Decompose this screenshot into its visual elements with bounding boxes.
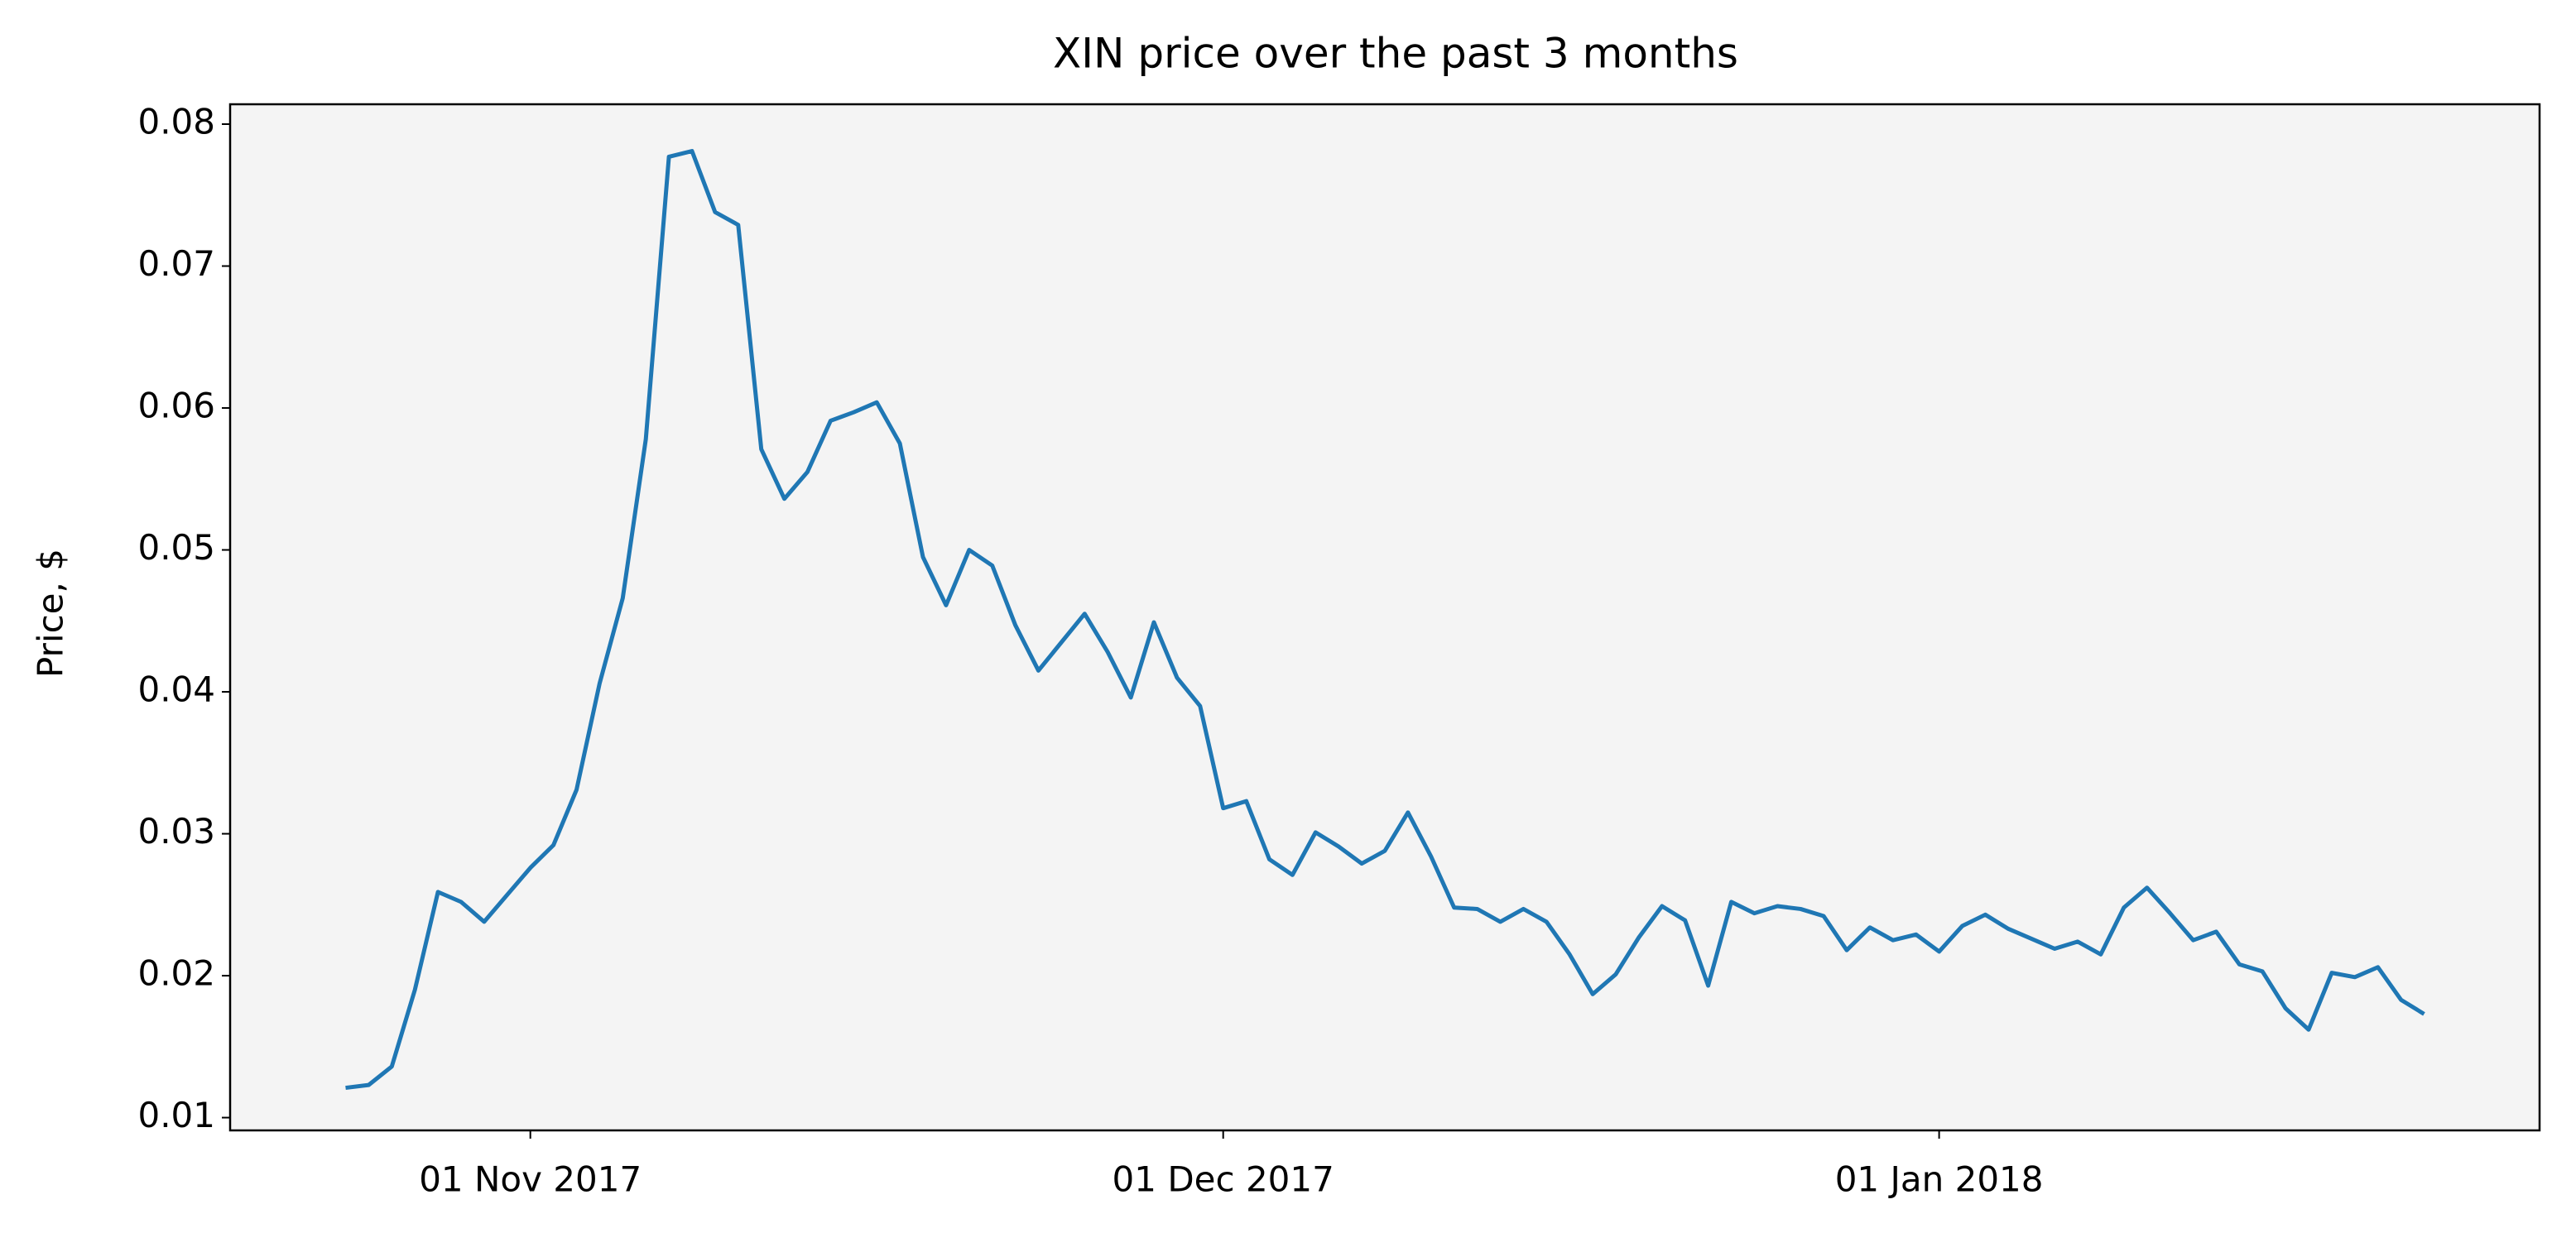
x-tick-label: 01 Jan 2018 [1835,1159,2044,1200]
y-tick-label: 0.03 [137,811,215,852]
y-tick-label: 0.01 [137,1095,215,1135]
y-tick-label: 0.05 [137,527,215,568]
y-tick-label: 0.02 [137,953,215,994]
y-tick-label: 0.06 [137,386,215,426]
x-tick-label: 01 Dec 2017 [1113,1159,1334,1200]
y-tick-label: 0.07 [137,243,215,284]
plot-area [230,104,2540,1130]
price-line [345,149,2425,1091]
plot-frame [228,103,2541,1132]
y-tick-label: 0.08 [137,102,215,142]
chart-title: XIN price over the past 3 months [1053,30,1738,78]
y-axis-label: Price, $ [31,549,71,678]
y-tick-label: 0.04 [137,669,215,710]
x-tick-label: 01 Nov 2017 [419,1159,642,1200]
